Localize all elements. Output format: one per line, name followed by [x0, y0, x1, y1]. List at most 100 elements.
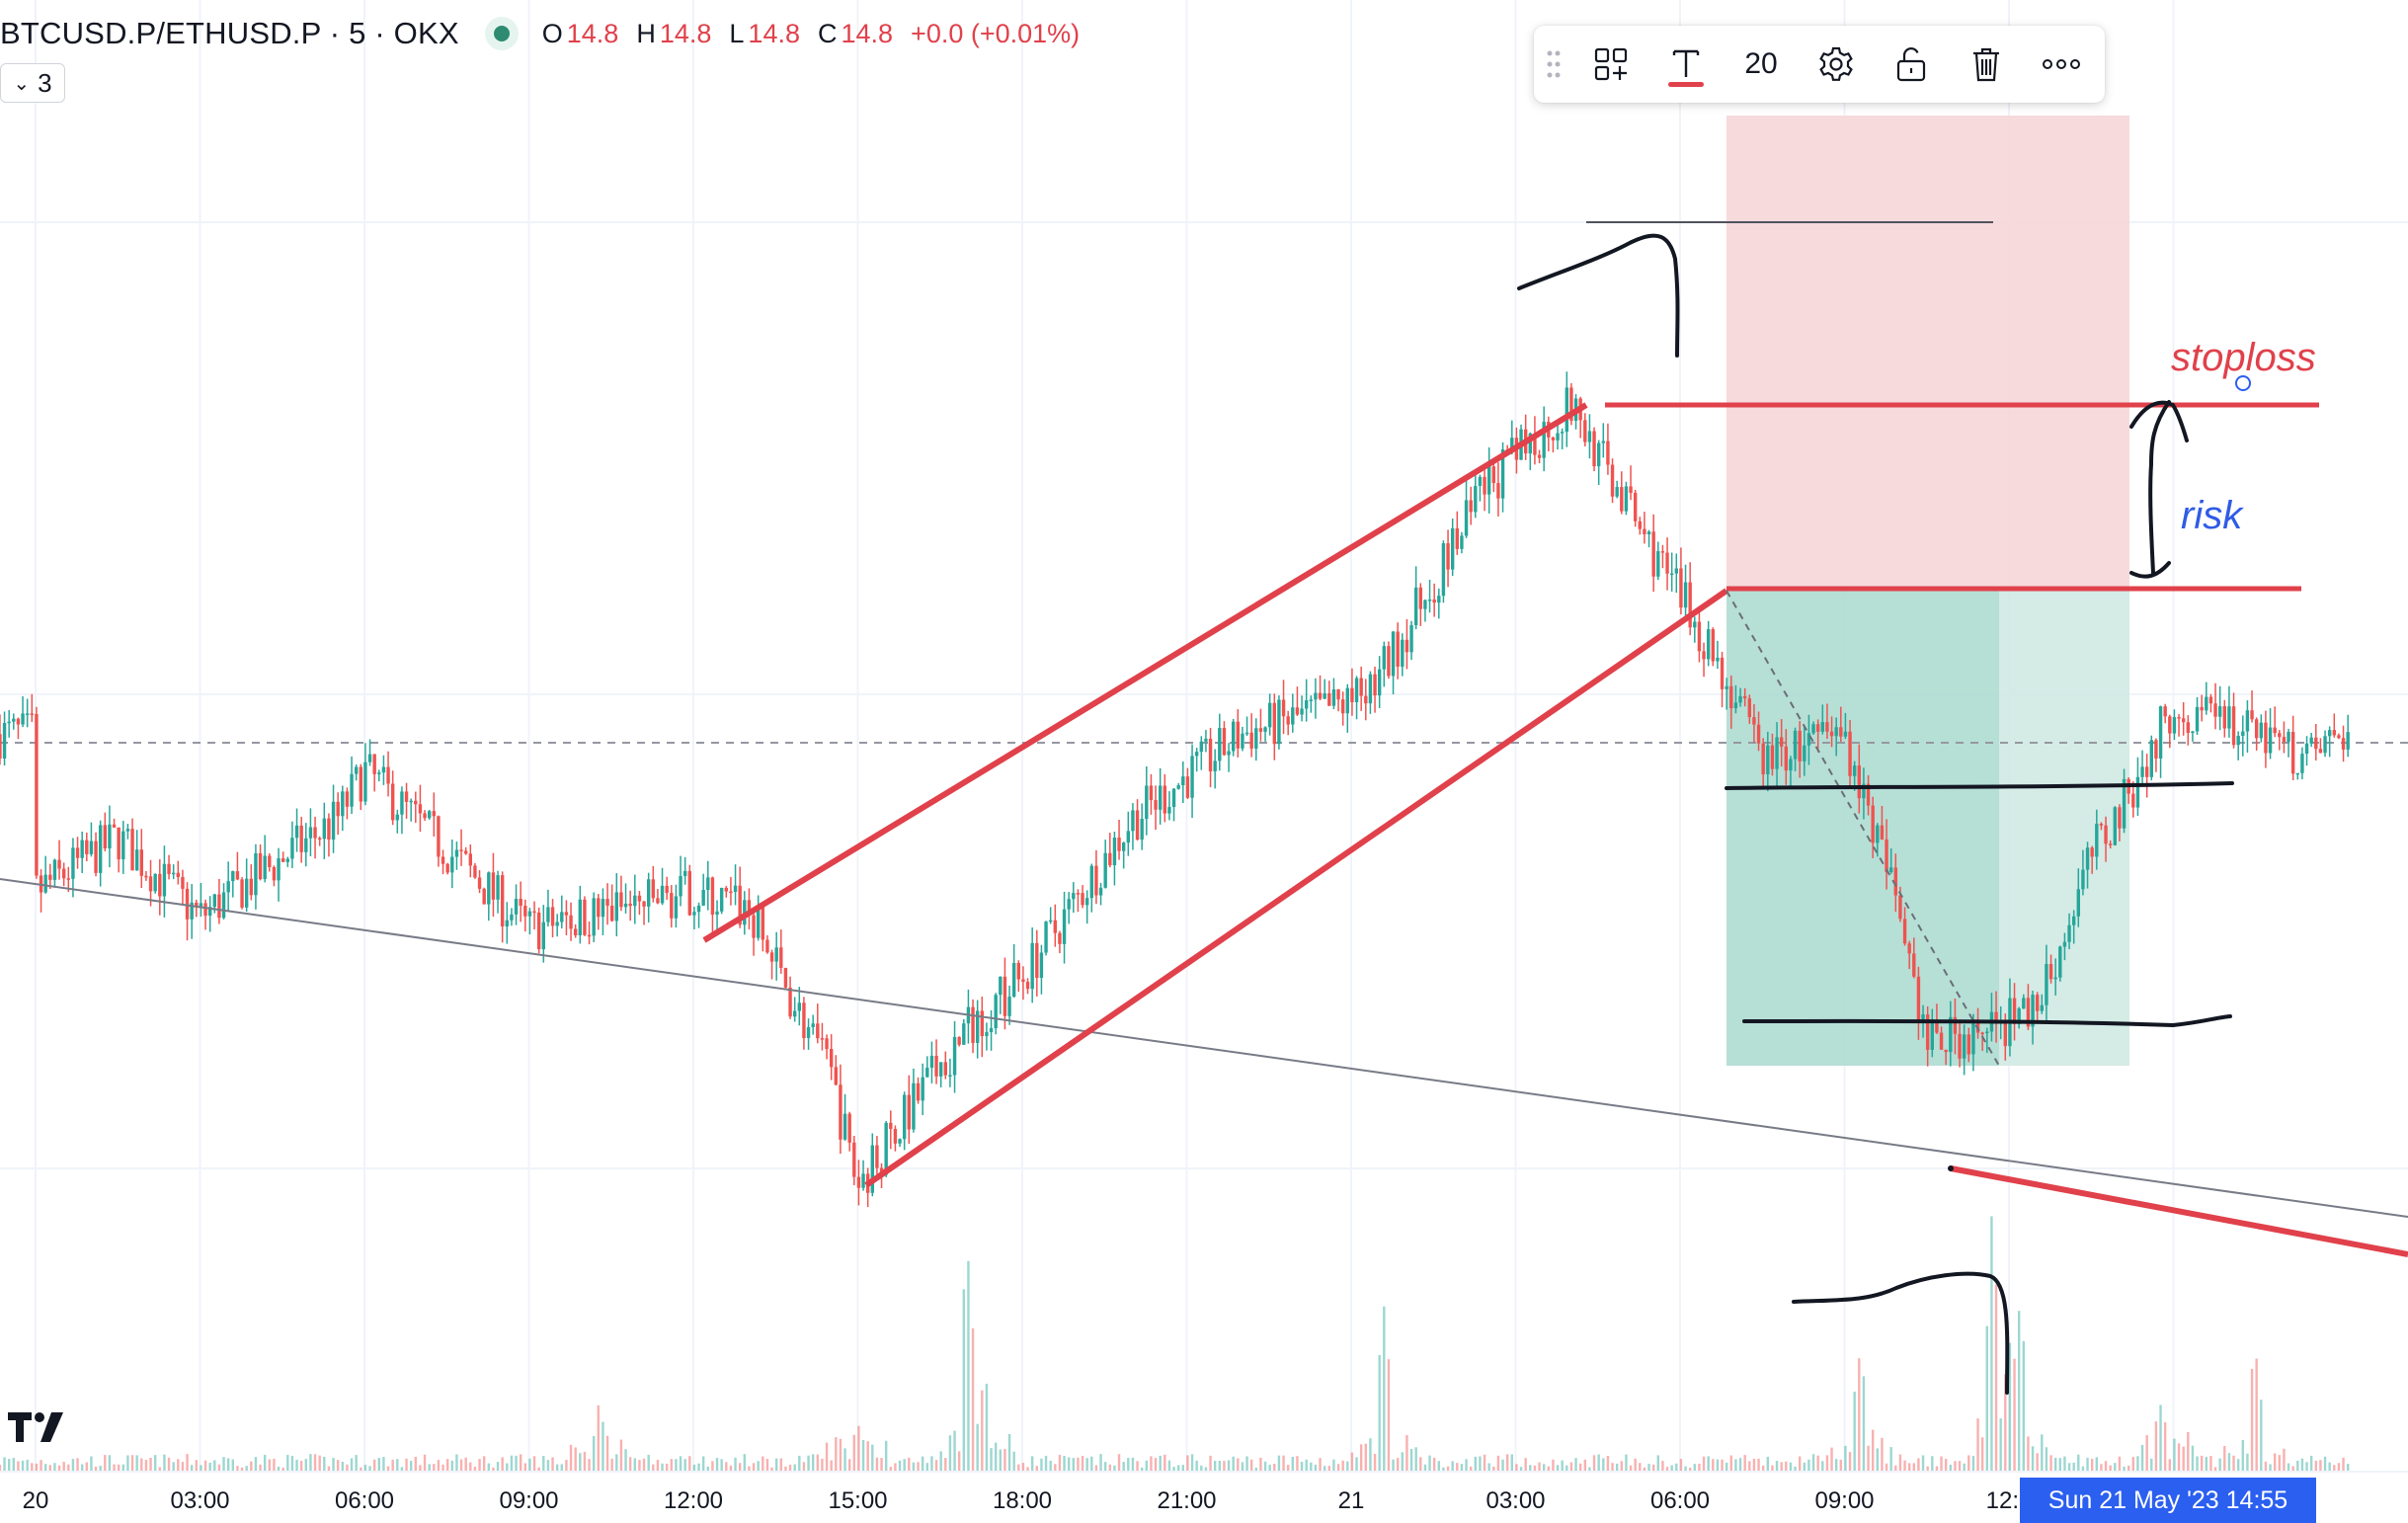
hand-drawn-arc-bottom[interactable] [1792, 1271, 2010, 1395]
add-template-icon[interactable] [1573, 26, 1648, 103]
volume-bar [597, 1404, 600, 1472]
candle-body [1971, 1019, 1975, 1055]
volume-bar [2154, 1421, 2158, 1472]
candle-body [21, 713, 25, 725]
volume-bar [994, 1442, 998, 1472]
volume-bar [200, 1465, 202, 1472]
time-axis-tick-label: 18:00 [992, 1487, 1053, 1514]
volume-bar [2236, 1459, 2240, 1472]
font-size-button[interactable]: 20 [1724, 26, 1799, 103]
volume-bar [309, 1454, 312, 1472]
volume-bar [1012, 1451, 1015, 1472]
volume-bar [1583, 1459, 1586, 1472]
volume-bar [2145, 1435, 2148, 1472]
candle-body [834, 1067, 838, 1085]
volume-bar [1569, 1462, 1573, 1472]
stoploss-text[interactable]: stoploss [2171, 336, 2316, 379]
candle-body [450, 856, 454, 873]
candle-body [1784, 746, 1788, 771]
volume-bar [2159, 1404, 2162, 1472]
candle-body [843, 1113, 847, 1140]
volume-bar [579, 1453, 582, 1472]
volume-bar [1999, 1418, 2002, 1472]
candle-body [2067, 924, 2071, 942]
volume-bar [2140, 1444, 2144, 1472]
candle-body [254, 852, 258, 896]
channel-lower-line[interactable] [864, 588, 1728, 1188]
risk-text[interactable]: risk [2181, 494, 2243, 537]
candle-body [747, 900, 752, 916]
more-icon[interactable] [2024, 26, 2099, 103]
candle-body [468, 853, 472, 866]
volume-bar [1524, 1458, 1527, 1472]
trash-icon[interactable] [1949, 26, 2024, 103]
volume-bar [377, 1457, 380, 1472]
volume-bar [2131, 1457, 2134, 1472]
volume-bar [816, 1454, 819, 1472]
candle-body [682, 870, 687, 876]
long-trendline-gray[interactable] [0, 878, 2408, 1218]
hand-drawn-line-upper[interactable] [1725, 781, 2234, 790]
volume-bar [90, 1456, 93, 1472]
candle-body [2053, 977, 2057, 980]
drag-handle-icon[interactable] [1534, 26, 1573, 103]
symbol-title[interactable]: BTCUSD.P/ETHUSD.P · 5 · OKX [0, 16, 459, 50]
volume-bar [1049, 1460, 1052, 1472]
hand-drawn-arc-top[interactable] [1517, 233, 1680, 358]
volume-bar [1140, 1467, 1144, 1472]
candle-body [1267, 702, 1272, 728]
candle-body [2113, 807, 2117, 845]
candle-body [80, 840, 84, 858]
candle-body [1646, 531, 1651, 534]
volume-bar [459, 1459, 463, 1472]
candle-body [1953, 1016, 1958, 1034]
candle-body [1643, 528, 1646, 534]
candle-body [1587, 431, 1592, 442]
channel-upper-line[interactable] [702, 402, 1588, 943]
volume-bar [1341, 1460, 1344, 1472]
volume-bar [386, 1466, 390, 1472]
candle-body [2140, 766, 2144, 777]
volume-bar [1469, 1466, 1473, 1472]
risk-arrow[interactable] [2129, 400, 2189, 579]
volume-bar [981, 1390, 984, 1472]
volume-bar [492, 1467, 495, 1472]
volume-bar [99, 1465, 102, 1472]
volume-bar [738, 1463, 742, 1472]
volume-bar [1707, 1456, 1710, 1472]
volume-bar [866, 1441, 869, 1472]
volume-bar [277, 1466, 281, 1472]
candle-body [1286, 716, 1290, 725]
hand-drawn-line-lower[interactable] [1742, 1014, 2232, 1028]
candle-body [322, 818, 326, 840]
candle-body [1149, 785, 1154, 801]
candle-body [454, 849, 459, 857]
candle-body [2205, 696, 2208, 711]
candle-body [692, 912, 696, 916]
unlock-icon[interactable] [1874, 26, 1949, 103]
candle-body [1213, 761, 1217, 772]
volume-bar [2095, 1457, 2098, 1472]
settings-icon[interactable] [1799, 26, 1874, 103]
text-color-button[interactable] [1648, 26, 1724, 103]
legend-collapse-button[interactable]: ⌄ 3 [0, 63, 65, 103]
text-anchor-handle[interactable] [2235, 375, 2251, 391]
volume-bar [2027, 1436, 2030, 1472]
candle-body [1460, 535, 1464, 549]
candle-body [1364, 695, 1368, 704]
volume-bar [2017, 1311, 2021, 1472]
candle-body [1496, 483, 1500, 499]
volume-bar [2086, 1457, 2089, 1472]
volume-bar [675, 1459, 678, 1472]
target-zone-extended[interactable] [1999, 591, 2129, 1066]
stop-loss-zone[interactable] [1726, 116, 2129, 591]
volume-bar [1218, 1461, 1221, 1472]
candle-body [1035, 942, 1039, 979]
candle-body [1500, 449, 1505, 499]
tradingview-logo[interactable] [8, 1412, 69, 1444]
candle-body [1930, 1021, 1934, 1050]
volume-bar [1547, 1466, 1550, 1472]
market-status-icon[interactable] [484, 17, 519, 50]
bottom-red-trendline[interactable] [1950, 1165, 2408, 1257]
